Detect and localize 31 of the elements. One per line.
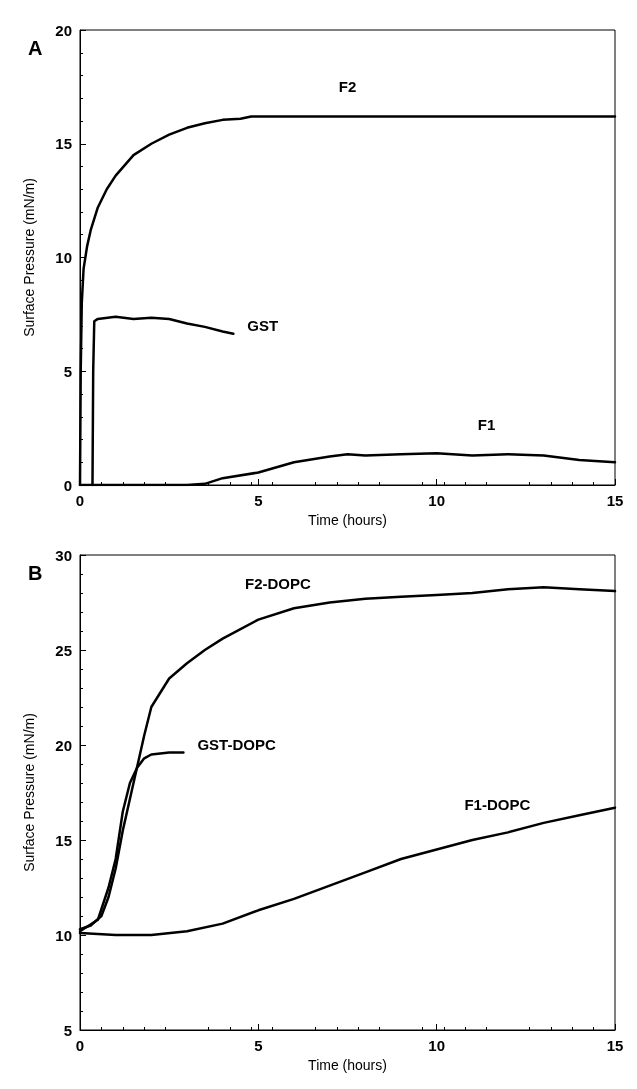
x-axis-title: Time (hours) bbox=[308, 1056, 387, 1073]
x-tick-label: 5 bbox=[254, 1037, 263, 1054]
series-label: F2 bbox=[338, 77, 357, 95]
y-tick-label: 10 bbox=[55, 926, 72, 944]
x-tick-label: 0 bbox=[75, 1037, 85, 1054]
y-axis-title: Surface Pressure (mN/m) bbox=[21, 713, 37, 872]
y-tick-label: 5 bbox=[63, 362, 72, 380]
y-tick-label: 20 bbox=[55, 736, 72, 754]
text: B bbox=[28, 562, 43, 584]
series-label: F1 bbox=[477, 416, 496, 434]
x-tick-label: 15 bbox=[606, 1037, 624, 1054]
x-tick-label: 15 bbox=[606, 492, 624, 509]
y-tick-label: 5 bbox=[63, 1021, 72, 1039]
x-axis-title: Time (hours) bbox=[308, 511, 387, 528]
y-tick-label: 10 bbox=[55, 249, 72, 266]
y-tick-label: 30 bbox=[55, 546, 72, 564]
y-tick-label: 25 bbox=[55, 641, 72, 659]
series-label: GST-DOPC bbox=[197, 736, 276, 754]
series-label: F2-DOPC bbox=[245, 574, 312, 592]
series-label: GST bbox=[247, 317, 279, 335]
x-tick-label: 10 bbox=[428, 492, 446, 509]
y-tick-label: 15 bbox=[55, 831, 72, 849]
y-axis-title: Surface Pressure (mN/m) bbox=[21, 178, 37, 337]
y-tick-label: 15 bbox=[55, 135, 72, 153]
y-tick-label: 20 bbox=[55, 21, 72, 39]
x-tick-label: 10 bbox=[428, 1037, 446, 1054]
series-label: F1-DOPC bbox=[464, 796, 531, 814]
text: A bbox=[28, 37, 43, 59]
x-tick-label: 0 bbox=[75, 492, 85, 509]
y-tick-label: 0 bbox=[63, 476, 72, 494]
x-tick-label: 5 bbox=[254, 492, 263, 509]
